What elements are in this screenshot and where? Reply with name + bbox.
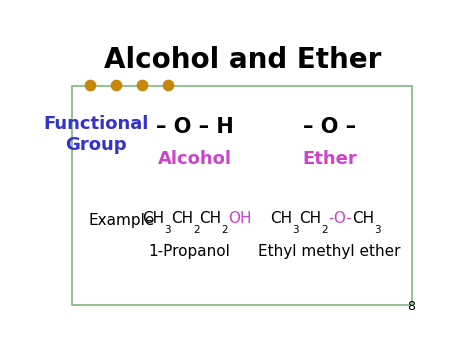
Text: Alcohol and Ether: Alcohol and Ether — [104, 47, 382, 74]
Text: OH: OH — [228, 212, 252, 226]
Point — [138, 82, 146, 88]
Text: – O –: – O – — [303, 118, 356, 137]
Text: Alcohol: Alcohol — [158, 150, 232, 168]
Point — [164, 82, 172, 88]
Text: 3: 3 — [292, 225, 299, 235]
Text: 8: 8 — [408, 300, 416, 313]
Text: CH: CH — [352, 212, 374, 226]
Text: Example: Example — [89, 213, 155, 228]
Text: CH: CH — [142, 212, 164, 226]
Text: 2: 2 — [321, 225, 328, 235]
Text: 2: 2 — [193, 225, 200, 235]
Text: Ether: Ether — [302, 150, 356, 168]
Text: CH: CH — [200, 212, 221, 226]
Text: 3: 3 — [164, 225, 171, 235]
Text: -O-: -O- — [328, 212, 352, 226]
Text: CH: CH — [299, 212, 321, 226]
Text: – O – H: – O – H — [156, 118, 234, 137]
Text: Ethyl methyl ether: Ethyl methyl ether — [258, 244, 401, 259]
Text: 3: 3 — [374, 225, 381, 235]
Text: CH: CH — [171, 212, 193, 226]
Text: 2: 2 — [221, 225, 228, 235]
Point — [87, 82, 94, 88]
Text: 1-Propanol: 1-Propanol — [149, 244, 230, 259]
Text: Functional
Group: Functional Group — [43, 115, 149, 154]
Point — [112, 82, 120, 88]
Text: CH: CH — [271, 212, 292, 226]
